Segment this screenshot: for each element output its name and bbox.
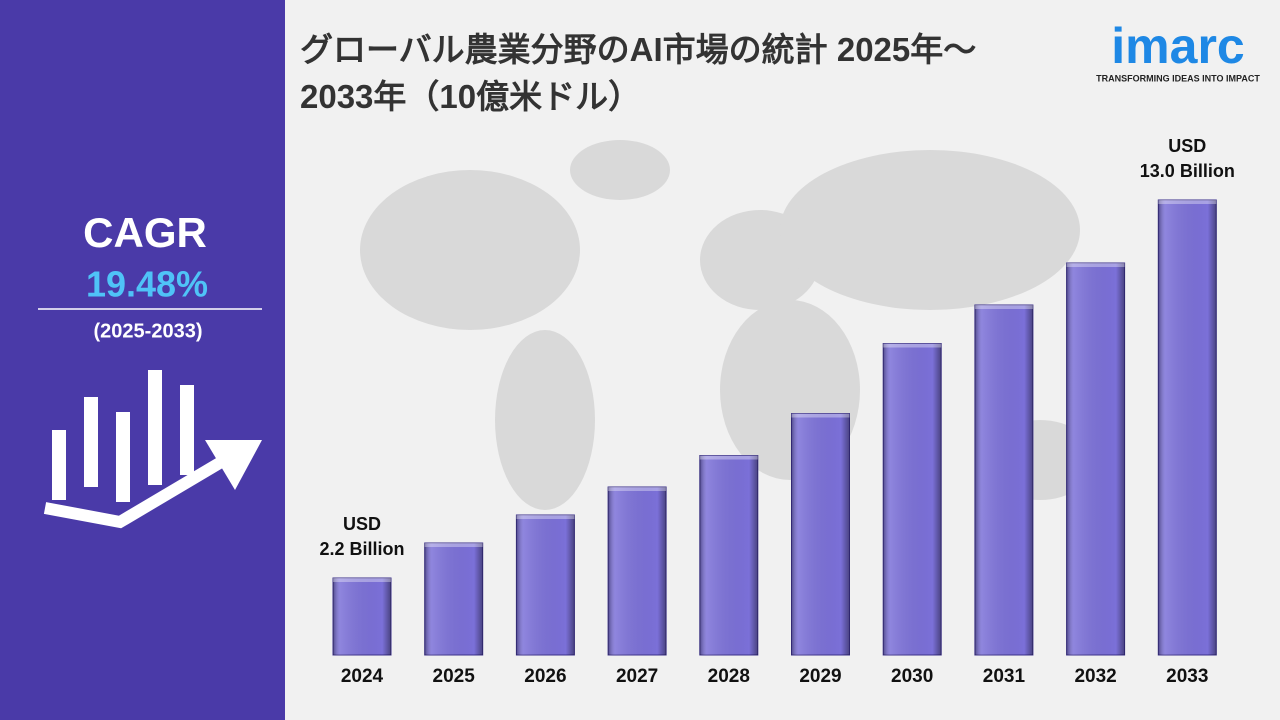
- data-label: USD 13.0 Billion: [1139, 136, 1235, 181]
- logo: imarc: [1111, 18, 1244, 74]
- bar-shade: [883, 343, 942, 655]
- bar-shade: [1158, 200, 1217, 655]
- bar-cap: [699, 455, 758, 460]
- bar-shade: [791, 413, 850, 655]
- growth-icon: [43, 370, 262, 529]
- bar-cap: [1158, 200, 1217, 204]
- side-panel: [0, 0, 285, 720]
- cagr-label: CAGR: [83, 209, 207, 256]
- x-tick-label: 2031: [983, 666, 1026, 687]
- x-tick-label: 2028: [708, 666, 750, 687]
- x-tick-label: 2032: [1074, 666, 1116, 687]
- x-tick-label: 2024: [341, 666, 384, 687]
- bar-shade: [608, 487, 667, 655]
- bar-cap: [1066, 263, 1125, 267]
- bar-shade: [516, 515, 575, 655]
- bar-cap: [791, 413, 850, 418]
- bar-shade: [1066, 263, 1125, 655]
- x-tick-label: 2030: [891, 666, 933, 687]
- bar-cap: [883, 343, 942, 348]
- x-tick-label: 2029: [799, 666, 841, 687]
- logo-tagline: TRANSFORMING IDEAS INTO IMPACT: [1096, 73, 1260, 83]
- chart-title: グローバル農業分野のAI市場の統計 2025年～ 2033年（10億米ドル）: [300, 31, 977, 115]
- bar-cap: [516, 515, 575, 519]
- bar-cap: [333, 578, 391, 582]
- bar-shade: [333, 578, 391, 655]
- x-tick-label: 2027: [616, 666, 658, 687]
- bar-cap: [974, 305, 1033, 309]
- bar-shade: [699, 455, 758, 655]
- bar-shade: [424, 543, 483, 655]
- x-tick-label: 2026: [524, 666, 566, 687]
- bar-cap: [608, 487, 667, 491]
- cagr-value: 19.48%: [86, 264, 208, 305]
- bar-cap: [424, 543, 483, 547]
- x-tick-label: 2033: [1166, 666, 1208, 687]
- bar-shade: [974, 305, 1033, 655]
- x-tick-label: 2025: [433, 666, 476, 687]
- data-label: USD 2.2 Billion: [319, 514, 405, 559]
- cagr-period: (2025-2033): [94, 320, 203, 342]
